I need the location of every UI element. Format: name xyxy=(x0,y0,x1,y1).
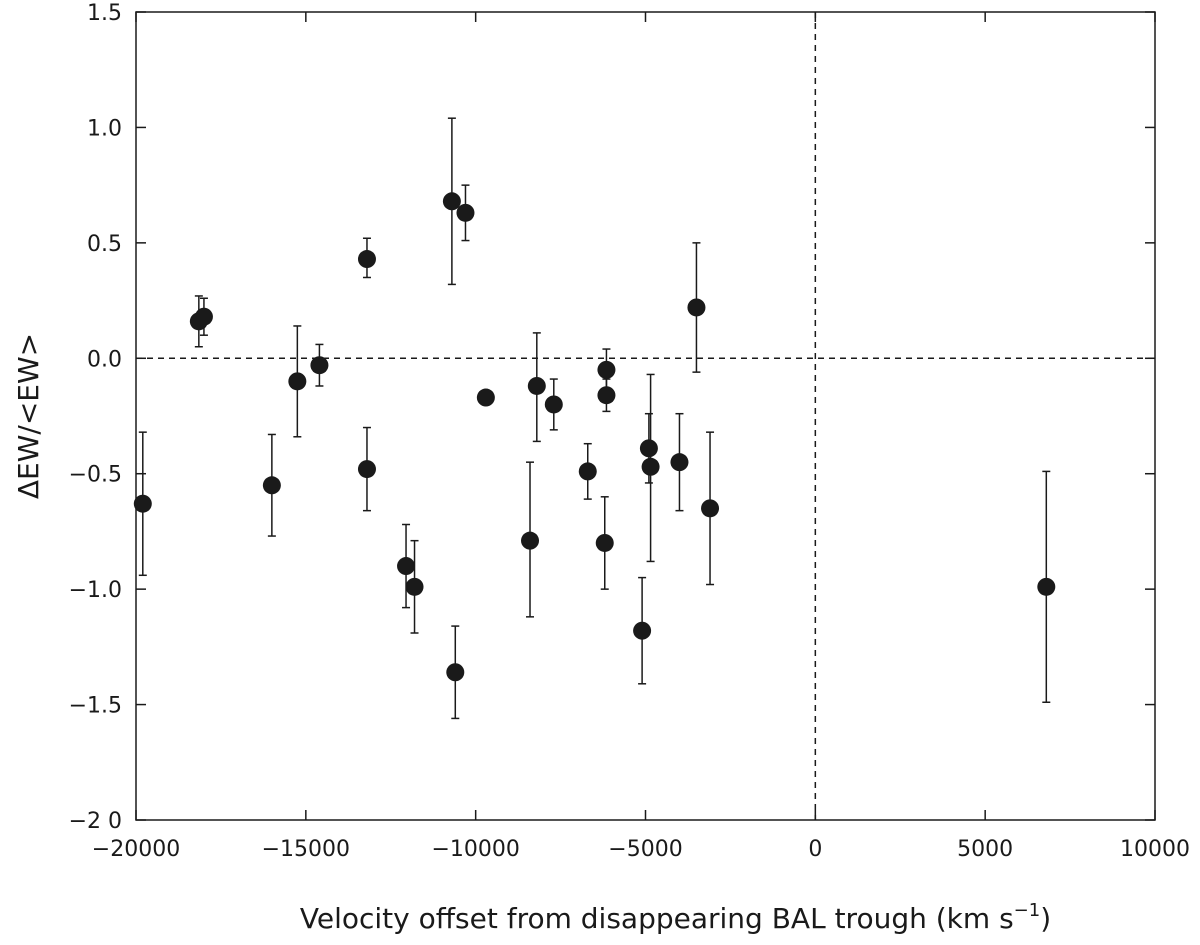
y-tick-label: 0.5 xyxy=(87,232,122,257)
y-tick-label: −1.0 xyxy=(69,578,122,603)
data-point xyxy=(288,372,307,391)
x-tick-label: −15000 xyxy=(262,837,350,862)
data-point xyxy=(310,356,329,375)
data-point xyxy=(262,476,281,495)
data-point xyxy=(544,395,563,414)
data-point xyxy=(405,577,424,596)
axis-ticks xyxy=(135,11,1156,821)
data-point xyxy=(133,494,152,513)
data-point xyxy=(597,386,616,405)
y-tick-label: −0.5 xyxy=(69,463,122,488)
data-points xyxy=(133,192,1056,682)
data-point xyxy=(527,376,546,395)
data-point xyxy=(597,360,616,379)
data-point xyxy=(357,460,376,479)
data-point xyxy=(670,453,689,472)
x-tick-label: −20000 xyxy=(92,837,180,862)
data-point xyxy=(357,250,376,269)
data-point xyxy=(578,462,597,481)
plot-frame xyxy=(135,11,1156,821)
data-point xyxy=(639,439,658,458)
y-tick-label: −2 0 xyxy=(69,809,122,834)
data-point xyxy=(442,192,461,211)
data-point xyxy=(476,388,495,407)
data-point xyxy=(194,307,213,326)
y-tick-label: 1.5 xyxy=(87,1,122,26)
x-axis-label-main: Velocity offset from disappearing BAL tr… xyxy=(300,902,1014,935)
data-point xyxy=(595,533,614,552)
data-point xyxy=(397,557,416,576)
x-tick-label: 5000 xyxy=(957,837,1013,862)
y-axis-label: ΔEW/<EW> xyxy=(12,333,45,499)
reference-lines xyxy=(136,12,1155,820)
x-tick-label: 10000 xyxy=(1120,837,1190,862)
data-point xyxy=(687,298,706,317)
error-bars xyxy=(138,117,1051,720)
y-tick-label: 0.0 xyxy=(87,347,122,372)
x-tick-label: −5000 xyxy=(608,837,682,862)
data-point xyxy=(446,663,465,682)
x-tick-label: −10000 xyxy=(431,837,519,862)
data-point xyxy=(456,203,475,222)
x-axis-label-exponent: −1 xyxy=(1014,900,1041,921)
data-point xyxy=(1037,577,1056,596)
y-tick-label: −1.5 xyxy=(69,694,122,719)
data-point xyxy=(633,621,652,640)
x-axis-label-close: ) xyxy=(1040,902,1051,935)
data-point xyxy=(641,457,660,476)
tick-labels: −20000 −15000 −10000 −5000 0 5000 10000 −2 0 −1.… xyxy=(69,1,1190,862)
x-tick-label: 0 xyxy=(808,837,822,862)
data-point xyxy=(701,499,720,518)
data-point xyxy=(521,531,540,550)
y-tick-label: 1.0 xyxy=(87,116,122,141)
x-axis-label: Velocity offset from disappearing BAL tr… xyxy=(300,900,1051,935)
